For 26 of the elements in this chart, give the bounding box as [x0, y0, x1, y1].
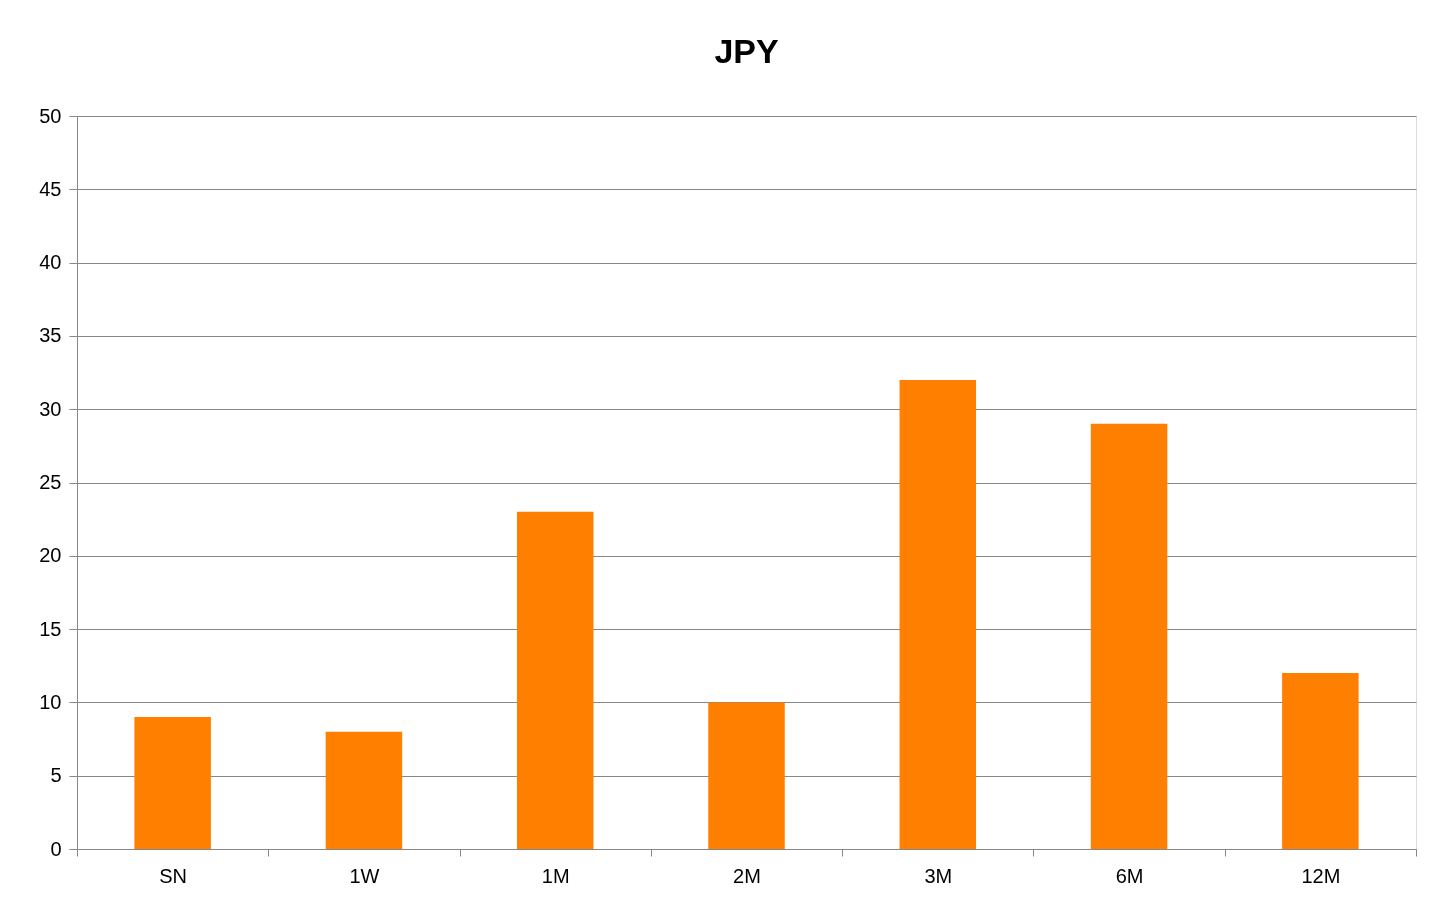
y-tick-label: 15	[39, 617, 62, 640]
y-tick-label: 30	[39, 397, 62, 420]
y-tick-label: 50	[39, 104, 62, 127]
x-tick-label: SN	[159, 864, 188, 887]
bar	[134, 717, 211, 849]
y-tick-label: 45	[39, 177, 62, 200]
chart-title: JPY	[714, 32, 779, 70]
bar	[516, 511, 594, 849]
y-tick-label: 40	[39, 251, 62, 274]
y-tick-label: 35	[39, 324, 62, 347]
x-tick-label: 1M	[541, 864, 570, 887]
bar	[1282, 673, 1359, 849]
y-tick-label: 5	[50, 764, 62, 787]
bar	[325, 731, 403, 849]
y-tick-label: 10	[39, 690, 62, 713]
y-tick-label: 25	[39, 471, 62, 493]
x-tick-label: 3M	[924, 864, 953, 887]
bar	[1090, 423, 1168, 849]
x-tick-label: 12M	[1301, 864, 1341, 887]
y-tick-label: 0	[50, 837, 62, 860]
y-tick-label: 20	[39, 544, 62, 567]
x-tick-label: 2M	[733, 864, 761, 887]
x-tick-label: 1W	[349, 864, 380, 887]
bar	[899, 379, 977, 849]
x-tick-label: 6M	[1115, 864, 1144, 887]
bar	[708, 702, 785, 849]
